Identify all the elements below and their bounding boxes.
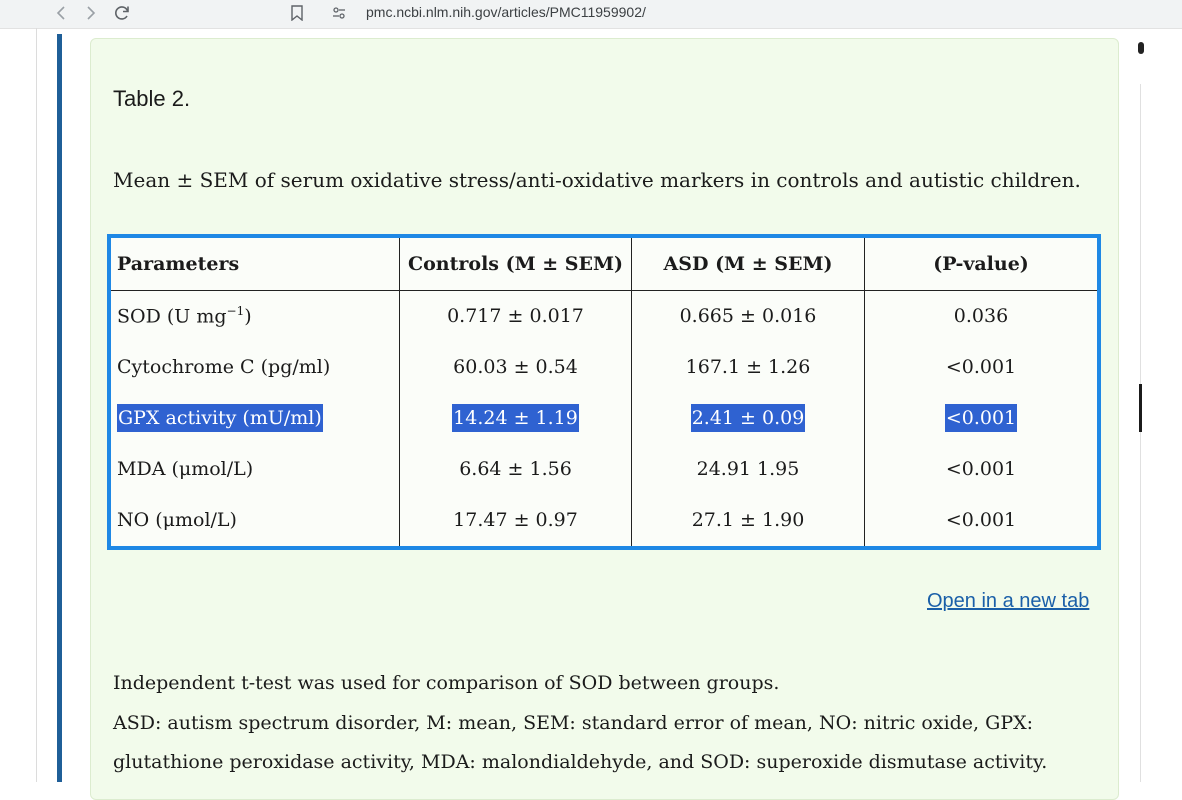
header-controls: Controls (M ± SEM) <box>399 238 632 291</box>
selected-text: 2.41 ± 0.09 <box>690 403 806 432</box>
footnote-3: glutathione peroxidase activity, MDA: ma… <box>113 751 1048 773</box>
data-table-container[interactable]: Parameters Controls (M ± SEM) ASD (M ± S… <box>107 234 1101 550</box>
selected-text: GPX activity (mU/ml) <box>117 403 323 432</box>
p-value-cell: <0.001 <box>945 355 1017 378</box>
controls-cell: 17.47 ± 0.97 <box>399 494 632 546</box>
open-in-new-tab-link[interactable]: Open in a new tab <box>927 590 1090 612</box>
page-left-edge <box>36 28 37 782</box>
footnote-2: ASD: autism spectrum disorder, M: mean, … <box>113 712 1034 734</box>
header-asd: ASD (M ± SEM) <box>631 238 865 291</box>
sidebar-marker <box>1138 42 1144 54</box>
param-cell: Cytochrome C (pg/ml) <box>111 341 400 393</box>
asd-cell: 27.1 ± 1.90 <box>631 494 865 546</box>
header-p-value: (P-value) <box>864 238 1097 291</box>
reload-icon[interactable] <box>112 3 132 23</box>
controls-cell: 0.717 ± 0.017 <box>399 290 632 342</box>
chevron-right-icon <box>87 6 96 20</box>
param-cell: SOD (U mg−1) <box>111 290 400 342</box>
table-header-row: Parameters Controls (M ± SEM) ASD (M ± S… <box>111 238 1097 291</box>
data-table: Parameters Controls (M ± SEM) ASD (M ± S… <box>111 238 1097 546</box>
table-row-selected: GPX activity (mU/ml) 14.24 ± 1.19 2.41 ±… <box>111 392 1098 444</box>
p-value-cell: <0.001 <box>945 509 1017 532</box>
selected-text: 14.24 ± 1.19 <box>452 403 579 432</box>
address-bar-url[interactable]: pmc.ncbi.nlm.nih.gov/articles/PMC1195990… <box>366 4 646 20</box>
asd-cell: 24.91 1.95 <box>631 443 865 495</box>
asd-cell: 0.665 ± 0.016 <box>631 290 865 342</box>
header-parameters: Parameters <box>111 238 400 291</box>
table-caption: Mean ± SEM of serum oxidative stress/ant… <box>113 168 1081 192</box>
asd-cell: 167.1 ± 1.26 <box>631 341 865 393</box>
asd-cell: 2.41 ± 0.09 <box>631 392 865 444</box>
chevron-left-icon <box>56 6 65 20</box>
controls-cell: 14.24 ± 1.19 <box>399 392 632 444</box>
browser-toolbar: pmc.ncbi.nlm.nih.gov/articles/PMC1195990… <box>0 0 1182 29</box>
article-section-rule <box>57 34 62 782</box>
sidebar-edge <box>1140 84 1141 782</box>
forward-button[interactable] <box>80 0 102 26</box>
p-value-cell: <0.001 <box>865 392 1098 443</box>
p-value-cell: 0.036 <box>953 304 1009 327</box>
footnote-1: Independent t-test was used for comparis… <box>113 672 780 694</box>
back-button[interactable] <box>50 0 72 26</box>
selected-text: <0.001 <box>944 403 1018 432</box>
controls-cell: 6.64 ± 1.56 <box>399 443 632 495</box>
param-cell: MDA (μmol/L) <box>111 443 400 495</box>
table-title: Table 2. <box>113 86 191 111</box>
param-cell: NO (μmol/L) <box>111 494 400 546</box>
table-row: MDA (μmol/L) 6.64 ± 1.56 24.91 1.95 <0.0… <box>111 443 1097 495</box>
site-info-icon[interactable] <box>332 6 346 20</box>
table-row: Cytochrome C (pg/ml) 60.03 ± 0.54 167.1 … <box>111 341 1097 393</box>
controls-cell: 60.03 ± 0.54 <box>399 341 632 393</box>
param-cell: GPX activity (mU/ml) <box>111 392 400 444</box>
table-row: NO (μmol/L) 17.47 ± 0.97 27.1 ± 1.90 <0.… <box>111 494 1097 546</box>
table-row: SOD (U mg−1) 0.717 ± 0.017 0.665 ± 0.016… <box>111 290 1097 342</box>
scroll-indicator[interactable] <box>1139 384 1142 432</box>
p-value-cell: <0.001 <box>945 458 1017 481</box>
bookmark-icon[interactable] <box>290 5 304 21</box>
